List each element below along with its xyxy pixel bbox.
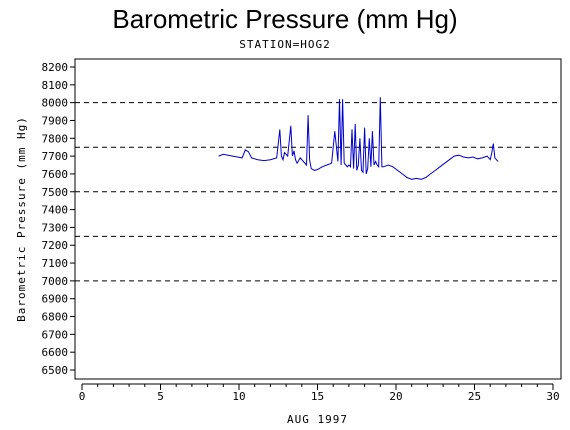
y-tick-label: 7300: [42, 221, 69, 234]
y-tick-label: 6700: [42, 328, 69, 341]
y-tick-label: 7200: [42, 239, 69, 252]
y-tick-label: 7000: [42, 275, 69, 288]
y-tick-label: 8000: [42, 97, 69, 110]
pressure-series-line: [218, 97, 499, 180]
reference-lines: [75, 102, 561, 282]
y-axis: 6500 6600 6700 6800 6900 7000 7100 7200 7300 7400…: [42, 61, 75, 377]
y-axis-label: Barometric Pressure (mm Hg): [15, 116, 28, 322]
x-tick-label: 0: [79, 390, 86, 403]
x-tick-label: 5: [157, 390, 164, 403]
chart-subtitle: STATION=HOG2: [239, 38, 331, 51]
y-tick-label: 7900: [42, 114, 69, 127]
y-tick-label: 7800: [42, 132, 69, 145]
y-tick-label: 6900: [42, 293, 69, 306]
x-tick-label: 10: [232, 390, 245, 403]
x-tick-label: 15: [311, 390, 324, 403]
y-tick-label: 7400: [42, 204, 69, 217]
y-tick-label: 8100: [42, 79, 69, 92]
y-tick-label: 7700: [42, 150, 69, 163]
y-tick-label: 7100: [42, 257, 69, 270]
x-axis: 0 5 10 15 20 25 30: [79, 383, 560, 403]
plot-frame: [74, 58, 562, 380]
y-tick-label: 8200: [42, 61, 69, 74]
x-tick-label: 30: [546, 390, 559, 403]
chart-title: Barometric Pressure (mm Hg): [112, 4, 458, 34]
y-tick-label: 6800: [42, 311, 69, 324]
y-tick-label: 7500: [42, 186, 69, 199]
x-tick-label: 25: [468, 390, 481, 403]
y-tick-label: 6500: [42, 364, 69, 377]
y-tick-label: 6600: [42, 346, 69, 359]
x-axis-label: AUG 1997: [287, 413, 348, 426]
y-tick-label: 7600: [42, 168, 69, 181]
x-tick-label: 20: [389, 390, 402, 403]
